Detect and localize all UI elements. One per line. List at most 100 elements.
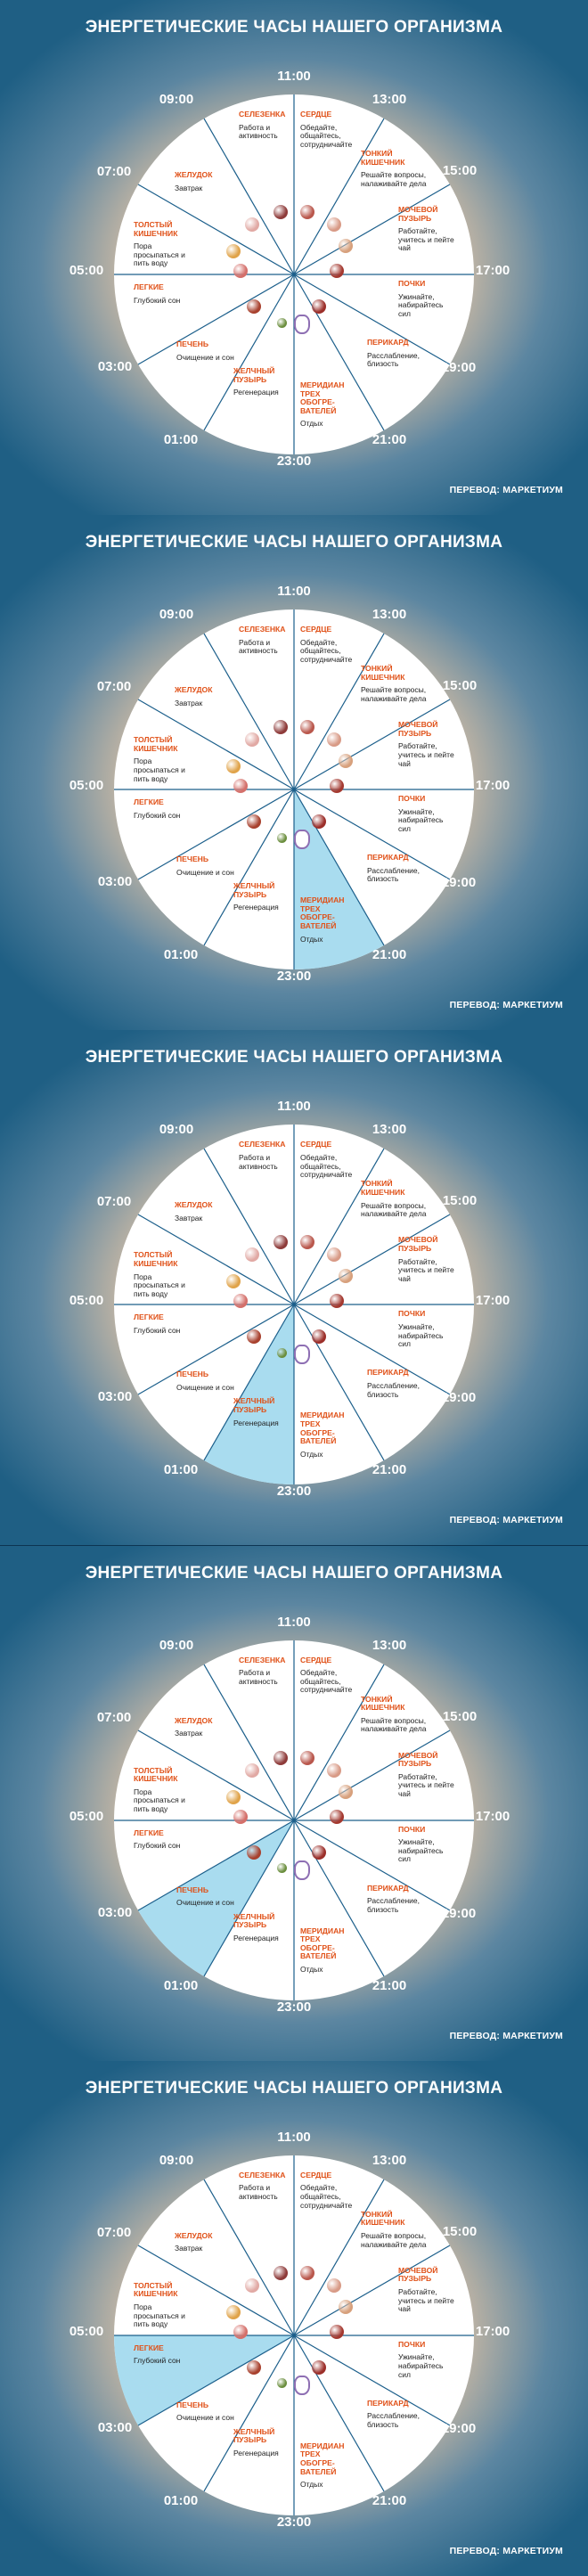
hour-label: 13:00 [372,2152,407,2168]
kidneys-icon [330,1294,344,1309]
liver-icon [247,299,261,314]
gallbladder-icon [276,1347,287,1358]
organ-advice: Регенерация [233,388,279,397]
organ-name: МЕРИДИАН ТРЕХ ОБОГРЕ-ВАТЕЛЕЙ [300,895,345,930]
sector-divider [137,1820,295,1911]
organ-name: ЛЕГКИЕ [134,1313,164,1322]
hour-label: 03:00 [97,874,133,890]
hour-label: 09:00 [159,1637,194,1653]
organ-name: ПЕЧЕНЬ [176,855,209,864]
organ-name: СЕРДЦЕ [300,625,332,634]
organ-name: ПЕРИКАРД [367,1368,409,1378]
organ-advice: Пора просыпаться и пить воду [134,1272,185,1298]
organ-section: СЕРДЦЕ Обедайте, общайтесь, сотрудничайте [300,2171,368,2210]
pericardium-icon [312,1844,326,1860]
organ-name: МОЧЕВОЙ ПУЗЫРЬ [398,1750,438,1769]
hour-label: 01:00 [163,2492,199,2508]
hour-label: 03:00 [97,1904,133,1920]
sector-divider [203,1149,295,1305]
organ-name: ЖЕЛУДОК [175,2230,213,2240]
hour-label: 03:00 [97,1389,133,1405]
organ-name: ПОЧКИ [398,794,426,804]
organ-name: ПЕРИКАРД [367,853,409,863]
sector-divider [137,1214,295,1305]
organ-advice: Ужинайте, набирайтесь сил [398,291,444,318]
clock-panel: ЭНЕРГЕТИЧЕСКИЕ ЧАСЫ НАШЕГО ОРГАНИЗМА 11:0… [0,1030,588,1546]
organ-section: СЕЛЕЗЕНКА Работа и активность [239,2171,294,2202]
small-intestine-icon [327,217,341,232]
organ-advice: Расслабление, близость [367,2411,421,2429]
organ-name: СЕРДЦЕ [300,110,332,119]
stomach-icon [245,2278,259,2293]
hour-label: 05:00 [69,263,104,278]
large-intestine-icon [226,244,241,258]
organ-section: ТОЛСТЫЙ КИШЕЧНИК Пора просыпаться и пить … [134,1251,191,1298]
sector-divider [293,789,451,880]
sector-divider [137,1304,295,1395]
organ-advice: Очищение и сон [176,1898,234,1908]
hour-label: 01:00 [163,1462,199,1478]
hour-label: 17:00 [475,2323,510,2339]
organ-advice: Расслабление, близость [367,1380,421,1399]
large-intestine-icon [226,2304,241,2319]
organ-section: ПЕРИКАРД Расслабление, близость [367,1884,426,1915]
organ-advice: Обедайте, общайтесь, сотрудничайте [300,637,353,664]
hour-label: 11:00 [277,2129,311,2145]
hour-label: 15:00 [442,1708,478,1724]
organ-advice: Работайте, учитесь и пейте чай [398,741,454,768]
organ-section: МОЧЕВОЙ ПУЗЫРЬ Работайте, учитесь и пейте… [398,1750,457,1799]
lungs-icon [233,2324,248,2339]
bladder-icon [339,239,353,253]
organ-name: ЖЕЛЧНЫЙ ПУЗЫРЬ [233,881,275,899]
page-title: ЭНЕРГЕТИЧЕСКИЕ ЧАСЫ НАШЕГО ОРГАНИЗМА [85,18,503,37]
hour-label: 09:00 [159,2152,194,2168]
sector-divider [293,2245,451,2336]
sector-divider [137,274,295,365]
sector-divider [137,184,295,275]
hour-label: 03:00 [97,2419,133,2435]
hour-label: 05:00 [69,1293,104,1309]
hour-label: 21:00 [372,432,407,447]
organ-advice: Расслабление, близость [367,1896,421,1914]
hour-label: 15:00 [442,2223,478,2239]
organ-name: МЕРИДИАН ТРЕХ ОБОГРЕ-ВАТЕЛЕЙ [300,380,345,415]
sector-divider [203,789,295,946]
organ-section: ПОЧКИ Ужинайте, набирайтесь сил [398,1310,457,1348]
organ-name: ЖЕЛЧНЫЙ ПУЗЫРЬ [233,366,275,384]
organ-advice: Регенерация [233,2448,279,2457]
organ-advice: Решайте вопросы, налаживайте дела [361,685,427,703]
clock-dial [114,609,474,970]
hour-label: 11:00 [277,584,311,600]
organ-advice: Работа и активность [239,637,278,656]
organ-advice: Отдых [300,934,323,944]
hour-label: 17:00 [475,778,510,794]
organ-section: ТОЛСТЫЙ КИШЕЧНИК Пора просыпаться и пить … [134,735,191,783]
organ-advice: Завтрак [175,183,203,192]
organ-section: ПЕРИКАРД Расслабление, близость [367,338,426,369]
organ-advice: Ужинайте, набирайтесь сил [398,1837,444,1864]
clock-dial [114,1124,474,1485]
organ-section: ЛЕГКИЕ Глубокий сон [134,2343,187,2366]
gallbladder-icon [276,1863,287,1874]
organ-name: МОЧЕВОЙ ПУЗЫРЬ [398,2265,438,2284]
organ-section: ПЕЧЕНЬ Очищение и сон [176,339,235,362]
sector-divider [203,274,295,431]
organ-advice: Работа и активность [239,1668,278,1686]
spleen-icon [274,720,288,735]
hour-label: 19:00 [441,2420,477,2436]
organ-section: ПОЧКИ Ужинайте, набирайтесь сил [398,2340,457,2379]
organ-name: СЕЛЕЗЕНКА [239,110,286,119]
hour-label: 21:00 [372,947,407,963]
hour-label: 11:00 [277,69,311,84]
small-intestine-icon [327,732,341,748]
organ-section: ТОЛСТЫЙ КИШЕЧНИК Пора просыпаться и пить … [134,2281,191,2329]
organ-section: ТОЛСТЫЙ КИШЕЧНИК Пора просыпаться и пить … [134,1766,191,1814]
sector-divider [293,2335,385,2492]
hour-label: 21:00 [372,2492,407,2508]
hour-label: 09:00 [159,1122,194,1138]
organ-advice: Расслабление, близость [367,865,421,884]
credit-label: ПЕРЕВОД: МАРКЕТИУМ [449,2030,563,2041]
clock-panel: ЭНЕРГЕТИЧЕСКИЕ ЧАСЫ НАШЕГО ОРГАНИЗМА 11:0… [0,515,588,1031]
organ-name: СЕЛЕЗЕНКА [239,1655,286,1664]
organ-advice: Работайте, учитесь и пейте чай [398,1256,454,1283]
